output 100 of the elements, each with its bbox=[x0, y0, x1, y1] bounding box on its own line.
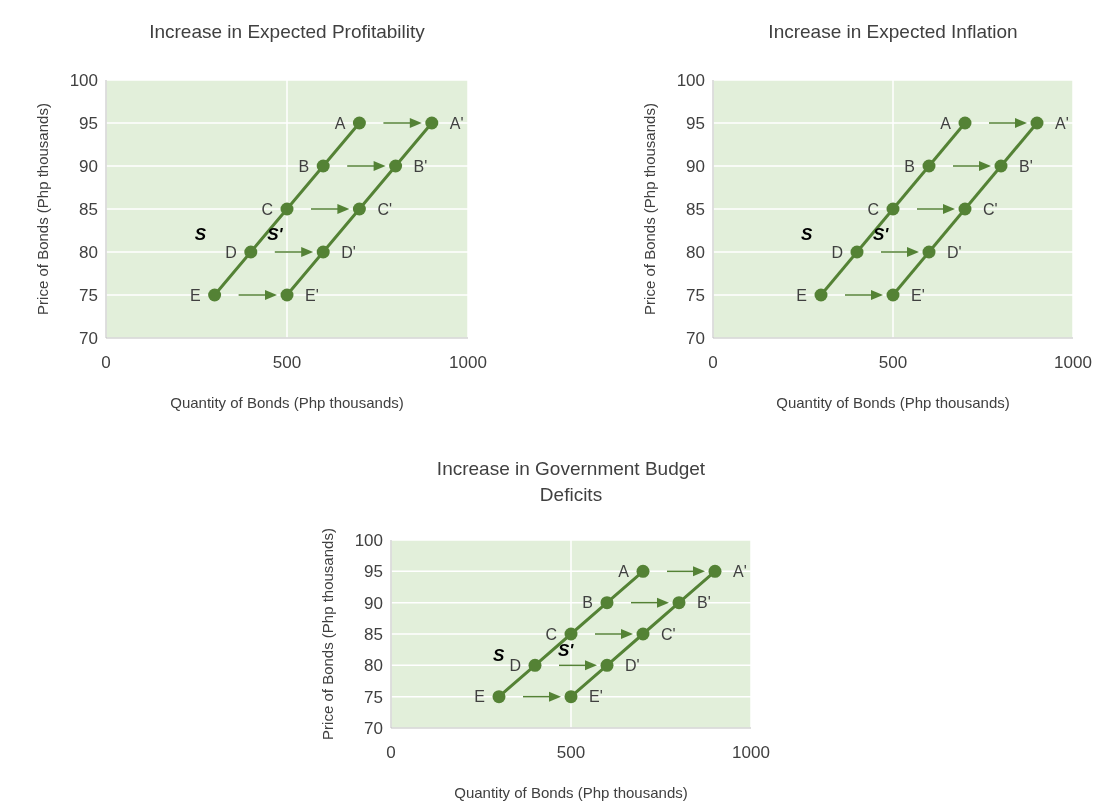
point bbox=[636, 564, 650, 578]
annotation: A' bbox=[733, 562, 747, 580]
y-tick-label: 85 bbox=[79, 199, 98, 219]
annotation: A' bbox=[1055, 114, 1069, 132]
point bbox=[922, 159, 936, 173]
point bbox=[636, 627, 650, 641]
point bbox=[814, 288, 828, 302]
text: S bbox=[801, 225, 813, 244]
series-label: S bbox=[493, 646, 505, 666]
annotation: B' bbox=[697, 594, 711, 612]
x-tick-label: 0 bbox=[101, 353, 111, 372]
point bbox=[564, 690, 578, 704]
point bbox=[958, 116, 972, 130]
y-tick-label: 100 bbox=[354, 530, 383, 550]
annotation: C' bbox=[983, 200, 998, 218]
annotation: B bbox=[298, 157, 310, 175]
text: S bbox=[194, 225, 207, 244]
y-tick-label: 80 bbox=[79, 242, 98, 262]
annotation: C' bbox=[661, 625, 676, 643]
point bbox=[492, 690, 506, 704]
annotation: D' bbox=[625, 656, 640, 674]
point bbox=[208, 288, 222, 302]
y-tick-label: 95 bbox=[364, 562, 383, 582]
y-tick-label: 75 bbox=[364, 687, 383, 707]
annotation: B' bbox=[1019, 157, 1033, 175]
annotation: E bbox=[189, 286, 201, 304]
y-tick-label: 85 bbox=[686, 199, 705, 219]
annotation: C bbox=[261, 200, 273, 218]
annotation: E' bbox=[305, 286, 319, 304]
annotation: E bbox=[474, 688, 485, 706]
annotation: D bbox=[509, 656, 521, 674]
y-tick-label: 70 bbox=[686, 328, 705, 348]
annotation: A bbox=[940, 114, 952, 132]
y-tick-label: 100 bbox=[676, 70, 705, 90]
point bbox=[886, 288, 900, 302]
y-tick-label: 85 bbox=[364, 624, 383, 644]
y-tick-label: 70 bbox=[364, 718, 383, 738]
x-axis-title: Quantity of Bonds (Php thousands) bbox=[776, 394, 1010, 411]
x-tick-label: 0 bbox=[708, 353, 718, 372]
annotation: E bbox=[796, 286, 807, 304]
y-tick-label: 90 bbox=[79, 156, 98, 176]
point bbox=[425, 116, 439, 130]
point bbox=[564, 627, 578, 641]
point bbox=[600, 658, 614, 672]
point bbox=[316, 245, 330, 259]
x-tick-label: 1000 bbox=[732, 743, 770, 762]
y-tick-label: 75 bbox=[79, 285, 98, 305]
chart-title: Increase in Government Budget Deficits bbox=[436, 458, 706, 505]
y-tick-label: 80 bbox=[364, 656, 383, 676]
point bbox=[389, 159, 403, 173]
annotation: E' bbox=[911, 286, 925, 304]
x-axis-title: Quantity of Bonds (Php thousands) bbox=[454, 784, 688, 801]
text: S' bbox=[873, 225, 890, 244]
point bbox=[280, 202, 294, 216]
point bbox=[922, 245, 936, 259]
x-tick-label: 500 bbox=[272, 353, 302, 372]
point bbox=[994, 159, 1008, 173]
annotation: C bbox=[867, 200, 879, 218]
annotation: C' bbox=[377, 200, 393, 218]
annotation: C bbox=[545, 625, 557, 643]
annotation: B bbox=[904, 157, 915, 175]
annotation: A' bbox=[449, 114, 464, 132]
y-tick-label: 75 bbox=[686, 285, 705, 305]
annotation: D bbox=[831, 243, 843, 261]
point bbox=[958, 202, 972, 216]
x-tick-label: 0 bbox=[386, 743, 396, 762]
point bbox=[352, 116, 366, 130]
point bbox=[1030, 116, 1044, 130]
x-tick-label: 500 bbox=[556, 743, 586, 762]
point bbox=[672, 596, 686, 610]
chart-title: Increase in Expected Inflation bbox=[768, 21, 1018, 42]
y-tick-label: 80 bbox=[686, 242, 705, 262]
y-tick-label: 100 bbox=[69, 70, 98, 90]
annotation: D' bbox=[947, 243, 962, 261]
annotation: D bbox=[225, 243, 237, 261]
x-tick-label: 1000 bbox=[449, 353, 487, 372]
annotation: B' bbox=[413, 157, 428, 175]
point bbox=[244, 245, 258, 259]
y-axis-title: Price of Bonds (Php thousands) bbox=[34, 103, 51, 315]
x-tick-label: 1000 bbox=[1054, 353, 1092, 372]
annotation: A bbox=[334, 114, 346, 132]
chart-title: Increase in Expected Profitability bbox=[149, 21, 426, 42]
annotation: E' bbox=[589, 688, 603, 706]
y-tick-label: 95 bbox=[686, 113, 705, 133]
y-axis-title: Price of Bonds (Php thousands) bbox=[319, 528, 336, 740]
point bbox=[352, 202, 366, 216]
x-axis-title: Quantity of Bonds (Php thousands) bbox=[170, 394, 404, 411]
point bbox=[708, 564, 722, 578]
y-tick-label: 70 bbox=[79, 328, 98, 348]
point bbox=[850, 245, 864, 259]
point bbox=[280, 288, 294, 302]
point bbox=[600, 596, 614, 610]
y-tick-label: 90 bbox=[364, 593, 383, 613]
y-tick-label: 95 bbox=[79, 113, 98, 133]
point bbox=[886, 202, 900, 216]
annotation: D' bbox=[341, 243, 356, 261]
series-label: S' bbox=[558, 641, 575, 661]
x-tick-label: 500 bbox=[878, 353, 908, 372]
y-tick-label: 90 bbox=[686, 156, 705, 176]
point bbox=[316, 159, 330, 173]
